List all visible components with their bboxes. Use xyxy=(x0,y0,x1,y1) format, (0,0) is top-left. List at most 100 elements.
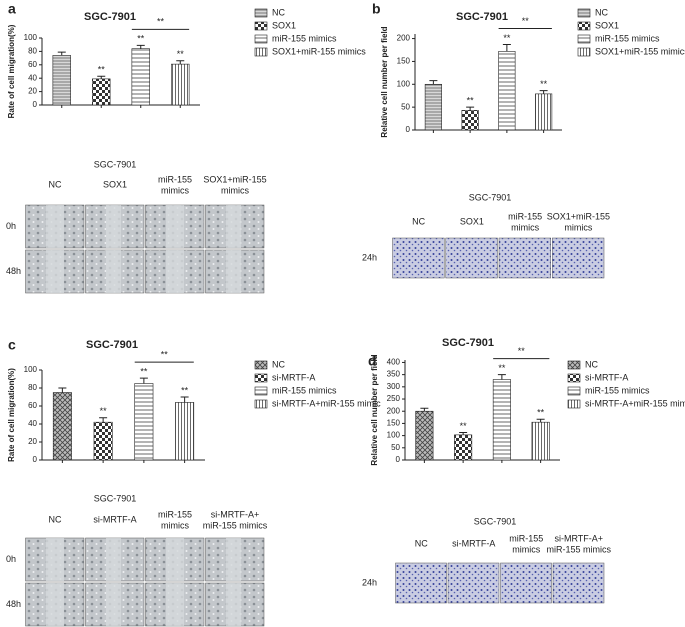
legend-swatch xyxy=(254,360,268,370)
bar xyxy=(92,78,111,106)
significance: ** xyxy=(467,96,475,106)
column-label: SOX1+miR-155 xyxy=(203,174,266,184)
column-label: NC xyxy=(49,514,62,524)
significance: ** xyxy=(100,406,108,416)
y-tick-label: 60 xyxy=(28,60,37,69)
error-bar xyxy=(57,51,66,56)
bracket-label: ** xyxy=(522,16,530,26)
legend-swatch xyxy=(254,47,268,57)
row-label: 0h xyxy=(6,221,16,231)
column-label: si-MRTF-A xyxy=(93,514,136,524)
y-tick-label: 50 xyxy=(391,443,400,452)
chart-title: SGC-7901 xyxy=(456,11,508,23)
legend-swatch xyxy=(254,373,268,383)
significance: ** xyxy=(177,49,185,59)
bracket-label: ** xyxy=(157,17,165,27)
column-label: NC xyxy=(412,216,425,226)
significance: ** xyxy=(540,79,548,89)
wound-gap xyxy=(226,250,241,293)
legend-label: NC xyxy=(272,359,285,369)
bar xyxy=(52,392,72,461)
legend-label: miR-155 mimics xyxy=(272,385,337,395)
image-title: SGC-7901 xyxy=(94,159,137,169)
column-label: miR-155 mimics xyxy=(203,520,268,530)
bar xyxy=(171,63,190,106)
error-bar xyxy=(466,106,475,111)
error-bar xyxy=(136,44,145,49)
y-tick-label: 60 xyxy=(28,401,37,410)
row-label: 24h xyxy=(362,577,377,587)
legend-label: NC xyxy=(595,7,608,17)
column-label: SOX1 xyxy=(103,179,127,189)
y-axis-label: Relative cell number per field xyxy=(380,26,389,137)
column-label: SOX1 xyxy=(460,216,484,226)
column-label: mimics xyxy=(161,185,189,195)
significance: ** xyxy=(98,65,106,75)
error-bar xyxy=(459,431,468,435)
wound-gap xyxy=(226,583,241,626)
wound-gap xyxy=(46,205,64,248)
y-tick-label: 200 xyxy=(397,34,411,43)
row-label: 48h xyxy=(6,599,21,609)
y-tick-label: 20 xyxy=(28,87,37,96)
panel-letter: d xyxy=(368,353,377,369)
wound-gap xyxy=(106,583,121,626)
image-title: SGC-7901 xyxy=(469,192,512,202)
legend-swatch xyxy=(567,360,581,370)
row-label: 0h xyxy=(6,554,16,564)
legend-swatch xyxy=(254,386,268,396)
column-label: miR-155 xyxy=(508,211,542,221)
column-label: si-MRTF-A xyxy=(452,538,495,548)
y-tick-label: 0 xyxy=(396,455,401,464)
legend-label: si-MRTF-A+miR-155 mimic xyxy=(585,398,685,408)
wound-gap xyxy=(106,250,121,293)
y-axis-label: Rate of cell migration(%) xyxy=(7,24,16,118)
y-axis-label: Relative cell number per field xyxy=(370,354,379,465)
chart-title: SGC-7901 xyxy=(86,339,138,351)
error-bar xyxy=(58,387,67,393)
y-tick-label: 100 xyxy=(24,33,38,42)
legend-swatch xyxy=(254,34,268,44)
column-label: si-MRTF-A+ xyxy=(211,509,260,519)
significance: ** xyxy=(137,34,145,44)
column-label: mimics xyxy=(564,222,592,232)
bracket-label: ** xyxy=(161,349,169,359)
legend-swatch xyxy=(577,47,591,57)
y-tick-label: 100 xyxy=(387,431,401,440)
error-bar xyxy=(429,80,438,85)
bar xyxy=(134,383,154,461)
micrograph xyxy=(395,562,447,604)
error-bar xyxy=(502,44,511,52)
column-label: miR-155 mimics xyxy=(546,544,611,554)
legend-label: miR-155 mimics xyxy=(272,33,337,43)
column-label: miR-155 xyxy=(158,174,192,184)
column-label: NC xyxy=(49,179,62,189)
row-label: 24h xyxy=(362,252,377,262)
panel-letter: c xyxy=(8,337,16,353)
y-tick-label: 50 xyxy=(401,102,410,111)
chart-title: SGC-7901 xyxy=(84,11,136,23)
wound-gap xyxy=(166,583,184,626)
wound-gap xyxy=(46,250,64,293)
panel-letter: b xyxy=(372,1,381,17)
error-bar xyxy=(176,60,185,65)
y-tick-label: 80 xyxy=(28,383,37,392)
y-tick-label: 0 xyxy=(33,100,38,109)
bar xyxy=(492,379,511,461)
significance: ** xyxy=(537,408,545,418)
wound-gap xyxy=(226,538,241,581)
column-label: mimics xyxy=(512,544,540,554)
bar xyxy=(461,110,479,131)
image-title: SGC-7901 xyxy=(474,516,517,526)
legend-swatch xyxy=(254,8,268,18)
significance: ** xyxy=(460,421,468,431)
error-bar xyxy=(420,407,429,412)
wound-gap xyxy=(46,538,64,581)
legend-label: SOX1+miR-155 mimics xyxy=(272,46,366,56)
legend-label: SOX1 xyxy=(272,20,296,30)
significance: ** xyxy=(498,363,506,373)
y-tick-label: 40 xyxy=(28,419,37,428)
bar xyxy=(498,51,516,131)
bar xyxy=(531,421,550,461)
micrograph xyxy=(500,562,552,604)
